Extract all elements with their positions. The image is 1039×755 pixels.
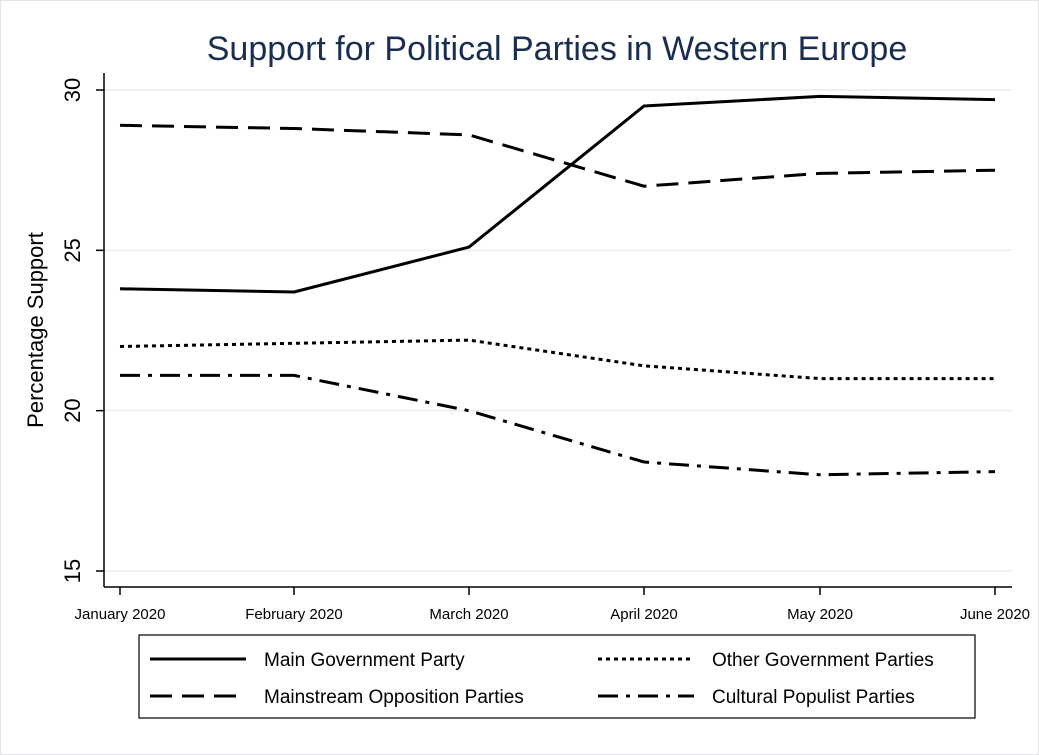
y-tick-label: 30 bbox=[60, 78, 85, 102]
legend-label: Mainstream Opposition Parties bbox=[264, 687, 524, 708]
x-tick-label: January 2020 bbox=[75, 606, 166, 623]
series-line-cultural-populist-parties bbox=[120, 373, 996, 477]
x-tick-label: February 2020 bbox=[245, 606, 343, 623]
x-tick-label: June 2020 bbox=[960, 606, 1030, 623]
y-tick-label: 20 bbox=[60, 398, 85, 422]
legend: Main Government Party Other Government Pa… bbox=[138, 634, 976, 719]
y-axis-ticks: 15 20 25 30 bbox=[60, 78, 104, 583]
y-axis-label: Percentage Support bbox=[23, 232, 48, 428]
x-tick-label: April 2020 bbox=[610, 606, 678, 623]
gridlines bbox=[104, 89, 1012, 572]
x-tick-label: March 2020 bbox=[429, 606, 508, 623]
series-line-other-government-parties bbox=[119, 338, 995, 381]
legend-label: Other Government Parties bbox=[712, 650, 934, 671]
series-line-mainstream-opposition-parties bbox=[119, 123, 996, 188]
legend-label: Cultural Populist Parties bbox=[712, 687, 915, 708]
series-line-main-government-party bbox=[119, 94, 996, 294]
x-tick-label: May 2020 bbox=[787, 606, 853, 623]
y-tick-label: 25 bbox=[60, 238, 85, 262]
series-lines bbox=[119, 94, 996, 477]
legend-label: Main Government Party bbox=[264, 650, 465, 671]
legend-box bbox=[138, 634, 976, 719]
y-tick-label: 15 bbox=[60, 559, 85, 583]
chart-title: Support for Political Parties in Western… bbox=[207, 30, 908, 68]
x-axis-ticks: January 2020 February 2020 March 2020 April… bbox=[75, 587, 1030, 623]
